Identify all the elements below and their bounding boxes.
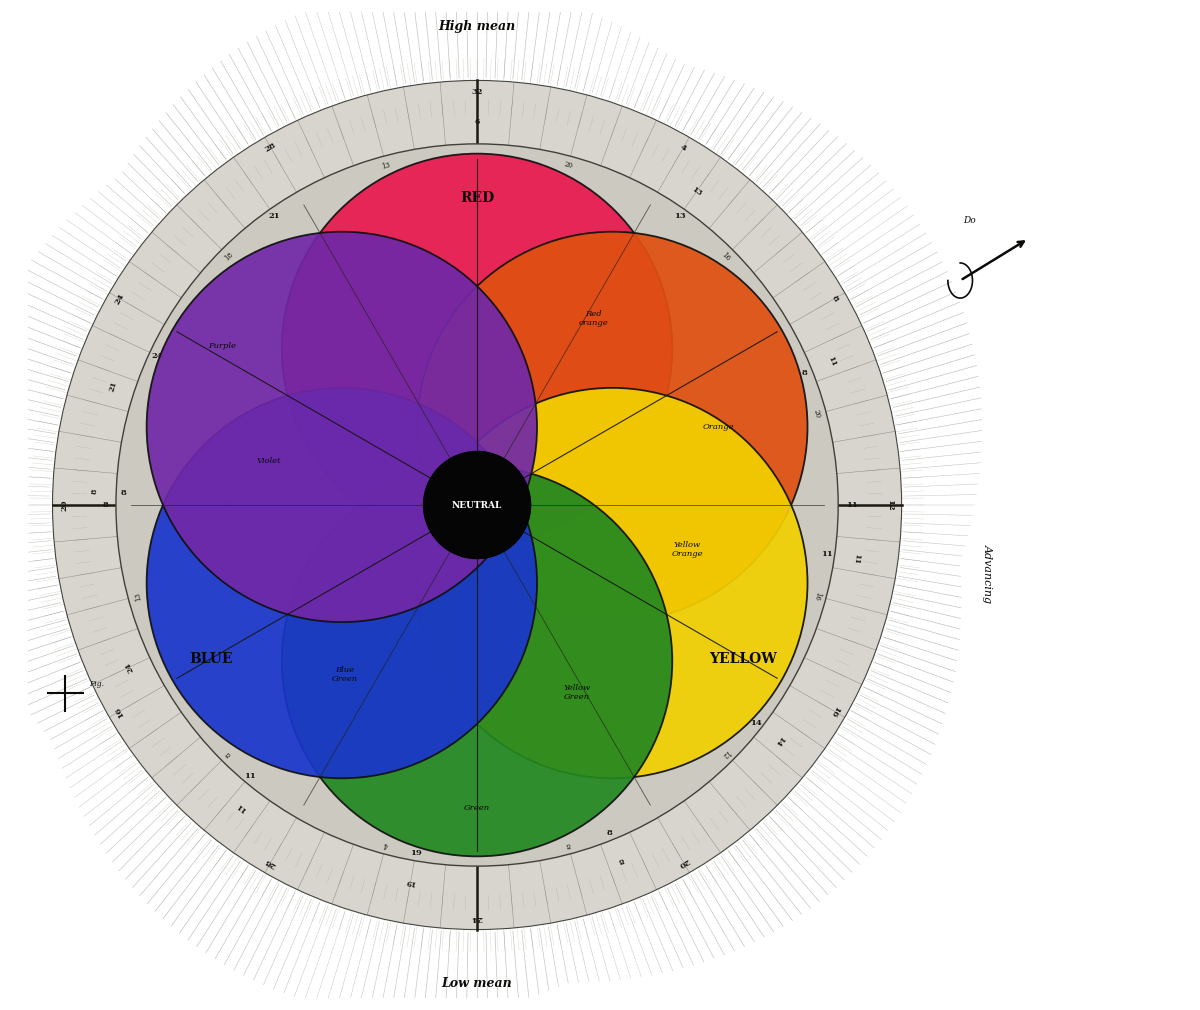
Text: 13: 13	[690, 185, 703, 198]
Text: 6: 6	[474, 118, 480, 126]
Text: 8: 8	[102, 501, 108, 509]
Text: Advancing: Advancing	[983, 543, 992, 603]
Text: 19: 19	[410, 849, 421, 856]
Text: 12: 12	[720, 747, 732, 760]
Text: Violet: Violet	[257, 457, 281, 465]
Text: 16: 16	[113, 704, 126, 718]
Text: 28: 28	[264, 141, 277, 154]
Text: Low mean: Low mean	[442, 977, 512, 990]
Text: 8: 8	[617, 855, 624, 865]
Text: 20: 20	[60, 499, 68, 511]
Text: 20: 20	[811, 409, 822, 419]
Text: 20: 20	[677, 856, 690, 869]
Text: 21: 21	[107, 381, 118, 393]
Circle shape	[282, 466, 672, 856]
Text: 20: 20	[563, 161, 574, 171]
Text: 11: 11	[846, 501, 858, 509]
Text: Red
orange: Red orange	[578, 310, 608, 327]
Text: Blue
Green: Blue Green	[332, 666, 358, 683]
Text: Yellow
Green: Yellow Green	[563, 684, 590, 702]
Circle shape	[282, 154, 672, 544]
Text: High mean: High mean	[438, 20, 516, 33]
Text: 21: 21	[222, 501, 234, 509]
Text: 11: 11	[234, 800, 248, 813]
Text: 21: 21	[269, 211, 281, 219]
Text: 8: 8	[829, 294, 840, 303]
Text: BLUE: BLUE	[190, 651, 233, 666]
Text: 24: 24	[151, 351, 163, 360]
Text: 8: 8	[224, 749, 233, 758]
Text: Orange: Orange	[702, 422, 734, 430]
Text: 14: 14	[773, 734, 785, 747]
Text: Purple: Purple	[208, 341, 236, 349]
Text: 4: 4	[383, 840, 389, 848]
Text: 24: 24	[124, 661, 136, 674]
Text: Yellow
Orange: Yellow Orange	[671, 541, 703, 559]
Text: 19: 19	[404, 878, 416, 887]
Text: RED: RED	[460, 191, 494, 205]
Circle shape	[86, 114, 868, 896]
Text: 8: 8	[606, 828, 612, 836]
Text: 18: 18	[223, 250, 235, 263]
Text: YELLOW: YELLOW	[709, 651, 778, 666]
Text: 13: 13	[380, 161, 391, 171]
Text: 13: 13	[133, 591, 143, 601]
Text: 8: 8	[565, 840, 571, 848]
Circle shape	[146, 231, 538, 622]
Text: 16: 16	[720, 250, 732, 263]
Circle shape	[424, 451, 530, 559]
Text: 8: 8	[802, 369, 808, 377]
Circle shape	[101, 129, 853, 881]
Text: NEUTRAL: NEUTRAL	[452, 501, 503, 509]
Text: 11: 11	[821, 550, 833, 559]
Circle shape	[72, 100, 882, 910]
Text: 11: 11	[852, 552, 862, 565]
Text: 4: 4	[679, 142, 688, 153]
Circle shape	[418, 388, 808, 779]
Circle shape	[146, 388, 538, 779]
Text: Green: Green	[464, 804, 490, 812]
Text: 13: 13	[674, 211, 685, 219]
Text: 24: 24	[113, 292, 126, 306]
Text: 32: 32	[472, 88, 482, 96]
Text: 14: 14	[750, 718, 761, 726]
Text: 12: 12	[886, 499, 894, 511]
Text: 16: 16	[811, 591, 822, 601]
Circle shape	[53, 81, 901, 929]
Circle shape	[116, 143, 838, 867]
Text: 24: 24	[472, 914, 482, 922]
Text: Do: Do	[964, 216, 977, 225]
Text: 8: 8	[90, 489, 98, 494]
Text: 16: 16	[828, 704, 841, 718]
Circle shape	[418, 231, 808, 622]
Text: 28: 28	[264, 856, 277, 869]
Text: Fig.: Fig.	[90, 680, 104, 688]
Text: 11: 11	[827, 355, 838, 368]
Text: 8: 8	[121, 489, 127, 497]
Circle shape	[116, 143, 838, 867]
Text: 11: 11	[244, 772, 256, 780]
